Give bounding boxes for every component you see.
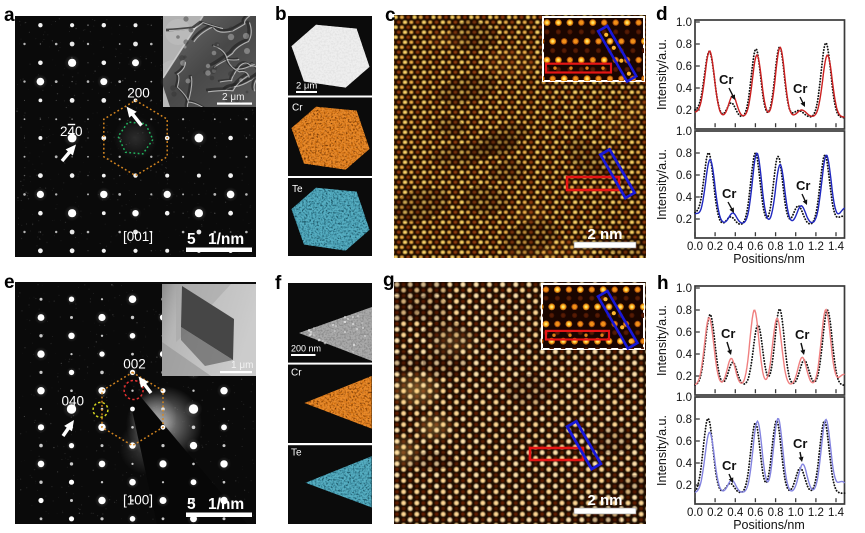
svg-text:0.2: 0.2 [707,507,723,519]
svg-text:Cr: Cr [796,178,810,193]
svg-text:Te: Te [292,184,303,195]
svg-text:1.4: 1.4 [828,241,845,253]
svg-text:0.6: 0.6 [676,436,692,448]
svg-text:0.4: 0.4 [727,507,744,519]
svg-text:Cr: Cr [721,326,735,341]
svg-text:0.0: 0.0 [687,241,703,253]
svg-text:0.4: 0.4 [727,241,744,253]
svg-text:Intensity/a.u.: Intensity/a.u. [655,149,669,220]
svg-text:0.4: 0.4 [676,458,693,470]
svg-text:0.6: 0.6 [676,170,692,182]
svg-text:0.4: 0.4 [676,349,693,361]
svg-text:0.2: 0.2 [676,105,692,117]
svg-text:5: 5 [187,231,196,248]
svg-text:2 μm: 2 μm [296,81,317,92]
svg-text:0.8: 0.8 [676,148,692,160]
svg-text:2 μm: 2 μm [222,92,244,103]
svg-text:0.8: 0.8 [676,414,692,426]
svg-text:0.8: 0.8 [768,241,784,253]
svg-text:0.8: 0.8 [676,305,692,317]
svg-text:1.0: 1.0 [788,507,804,519]
svg-text:Cr: Cr [719,72,733,87]
svg-text:1/nm: 1/nm [208,231,244,248]
svg-text:Positions/nm: Positions/nm [733,252,805,266]
svg-text:040: 040 [62,394,85,409]
svg-text:Positions/nm: Positions/nm [733,518,805,532]
svg-text:Cr: Cr [291,368,302,379]
svg-text:002: 002 [123,357,146,372]
svg-text:1.2: 1.2 [808,507,824,519]
svg-text:Cr: Cr [793,436,807,451]
svg-text:1/nm: 1/nm [208,496,244,513]
svg-text:0.8: 0.8 [676,39,692,51]
svg-text:Intensity/a.u.: Intensity/a.u. [655,39,669,110]
svg-text:0.4: 0.4 [676,192,693,204]
svg-text:200 nm: 200 nm [291,344,321,354]
svg-text:1.2: 1.2 [808,241,824,253]
svg-text:Intensity/a.u.: Intensity/a.u. [655,305,669,376]
svg-text:0.6: 0.6 [676,327,692,339]
svg-text:Cr: Cr [292,103,303,114]
svg-text:240: 240 [60,124,83,139]
svg-text:2 nm: 2 nm [587,226,622,243]
svg-text:0.2: 0.2 [676,371,692,383]
svg-text:0.8: 0.8 [768,507,784,519]
svg-text:0.0: 0.0 [687,507,703,519]
svg-text:0.4: 0.4 [676,83,693,95]
svg-text:1.0: 1.0 [676,392,692,404]
svg-text:1.0: 1.0 [676,283,692,295]
svg-text:0.6: 0.6 [747,507,763,519]
svg-text:Te: Te [291,448,302,459]
svg-text:200: 200 [127,86,150,101]
svg-text:Intensity/a.u.: Intensity/a.u. [655,415,669,486]
svg-text:Cr: Cr [722,458,736,473]
svg-text:Cr: Cr [795,327,809,342]
svg-text:[100]: [100] [123,493,153,508]
svg-text:1.4: 1.4 [828,507,845,519]
svg-text:1 μm: 1 μm [231,360,253,371]
svg-text:Cr: Cr [722,186,736,201]
svg-text:0.6: 0.6 [747,241,763,253]
svg-text:0.6: 0.6 [676,61,692,73]
svg-text:0.2: 0.2 [676,480,692,492]
svg-text:5: 5 [187,496,196,513]
svg-text:2 nm: 2 nm [587,492,622,509]
svg-text:0.2: 0.2 [707,241,723,253]
svg-text:1.0: 1.0 [788,241,804,253]
svg-text:1.0: 1.0 [676,17,692,29]
svg-text:Cr: Cr [793,81,807,96]
svg-text:[001]: [001] [123,229,153,244]
svg-text:0.2: 0.2 [676,214,692,226]
svg-text:1.0: 1.0 [676,126,692,138]
